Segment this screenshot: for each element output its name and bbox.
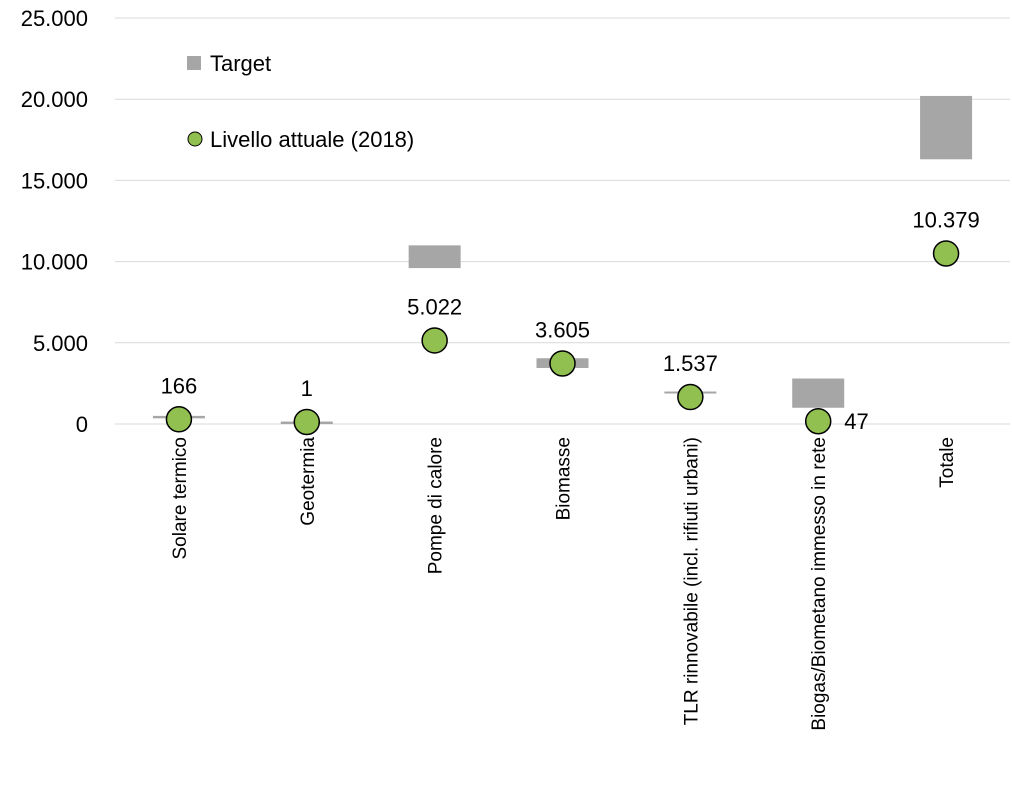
y-tick-label: 20.000	[21, 87, 88, 112]
category-label: Geotermia	[298, 437, 319, 526]
category-labels: Solare termico Geotermia Pompe di calore Bi…	[170, 437, 958, 731]
category-label: Totale	[937, 437, 958, 488]
actual-marker	[293, 408, 321, 436]
data-label: 47	[844, 409, 868, 434]
gridlines	[115, 17, 1010, 425]
legend-actual-label: Livello attuale (2018)	[210, 127, 414, 152]
actual-marker	[165, 406, 193, 433]
legend-actual-swatch	[187, 131, 203, 147]
y-tick-label: 10.000	[21, 250, 88, 275]
legend-target-swatch	[187, 56, 201, 70]
legend: Target Livello attuale (2018)	[187, 51, 414, 152]
y-tick-label: 25.000	[21, 6, 88, 31]
actual-marker	[677, 383, 704, 411]
y-tick-label: 5.000	[33, 331, 88, 356]
category-label: Solare termico	[170, 437, 191, 560]
category-label: Biogas/Biometano immesso in rete	[809, 437, 830, 731]
legend-target-label: Target	[210, 51, 271, 76]
category-label: Biomasse	[554, 437, 575, 520]
y-tick-label: 0	[76, 412, 88, 437]
category-label: Pompe di calore	[426, 437, 447, 574]
data-labels: 166 1 5.022 3.605 1.537 47 10.379	[161, 207, 980, 434]
category-label: TLR rinnovabile (incl. rifiuti urbani)	[681, 437, 702, 725]
data-label: 10.379	[912, 207, 979, 232]
data-label: 5.022	[407, 294, 462, 319]
data-label: 1	[301, 376, 313, 401]
y-tick-label: 15.000	[21, 168, 88, 193]
target-bar	[920, 95, 973, 160]
data-label: 1.537	[663, 351, 718, 376]
actual-marker	[421, 327, 448, 354]
data-label: 166	[161, 373, 198, 398]
y-axis-ticks: 0 5.000 10.000 15.000 20.000 25.000	[21, 6, 88, 437]
actual-marker	[549, 350, 576, 377]
actual-marker	[804, 407, 832, 435]
data-label: 3.605	[535, 317, 590, 342]
target-bar	[792, 378, 845, 408]
target-bar	[408, 245, 461, 269]
actual-series	[165, 240, 960, 436]
actual-marker	[932, 240, 960, 267]
